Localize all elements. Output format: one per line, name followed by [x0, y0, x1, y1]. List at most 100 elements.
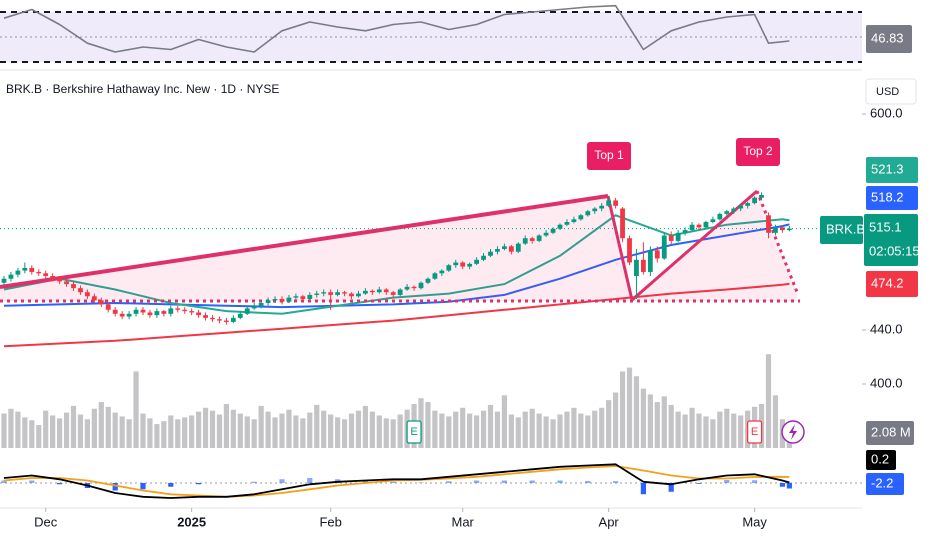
candle-body: [641, 259, 646, 272]
currency[interactable]: USD: [876, 86, 899, 98]
lightning-icon[interactable]: [781, 420, 805, 444]
candle-body: [759, 195, 764, 198]
volume-bar: [22, 417, 28, 448]
candle-body: [342, 292, 347, 294]
candle-body: [369, 290, 375, 293]
volume-bar: [265, 411, 271, 448]
candle-body: [140, 309, 146, 313]
volume-bar: [738, 415, 744, 448]
annotation: Top 1: [594, 148, 624, 162]
candle-body: [335, 292, 340, 295]
volume-bar: [112, 412, 118, 448]
volume-bar: [293, 415, 299, 448]
volume-bar: [175, 419, 181, 448]
candle-body: [467, 263, 473, 267]
volume-bar: [182, 417, 188, 448]
volume-bar: [613, 392, 619, 448]
candle-body: [210, 317, 215, 320]
volume-bar: [640, 388, 646, 448]
candle-body: [627, 238, 632, 263]
trend-line: [606, 189, 758, 303]
volume-bar: [585, 415, 591, 448]
pattern-drawing: [0, 189, 800, 303]
volume-bar: [91, 408, 97, 448]
candle-body: [286, 297, 292, 302]
price-badge: [866, 157, 918, 183]
volume-bar: [425, 402, 431, 448]
volume-bar: [272, 417, 278, 448]
candle-body: [78, 288, 83, 293]
volume-bar: [154, 424, 160, 448]
candle-body: [488, 251, 493, 256]
candle-body: [272, 298, 278, 301]
volume-bar: [43, 410, 49, 448]
candle-body: [57, 278, 62, 282]
volume-bar: [63, 412, 70, 448]
price-badge: [866, 186, 918, 210]
volume-bar: [362, 405, 368, 448]
histogram-bar: [585, 481, 591, 483]
candle-body: [147, 312, 153, 316]
annotations: Top 1 Top 2: [587, 138, 780, 170]
countdown: 02:05:15: [869, 243, 920, 258]
candle-body: [376, 289, 382, 293]
histogram-bar: [529, 480, 535, 483]
volume-bar: [133, 371, 139, 448]
histogram-bar: [307, 478, 313, 483]
candle-body: [203, 315, 208, 318]
candle-body: [613, 200, 618, 206]
candle-body: [717, 213, 723, 220]
candle-body: [98, 300, 104, 305]
histogram-bar: [474, 480, 480, 483]
volume-bar: [209, 410, 216, 448]
currency-box[interactable]: [865, 78, 917, 105]
price-badge-label: 521.3: [871, 161, 904, 176]
event-label: E: [410, 426, 417, 438]
price-badge-label: -2.2: [871, 475, 893, 490]
rsi-pane: [0, 4, 862, 63]
symbol-badge: [820, 216, 863, 244]
candle-body: [439, 270, 445, 274]
volume-bar: [84, 419, 90, 448]
candle-body: [383, 289, 389, 293]
candle-body: [15, 270, 21, 275]
candle-body: [599, 205, 605, 209]
y-tick-label: 600.0: [870, 105, 903, 120]
candle-body: [50, 276, 56, 279]
x-tick-label: 2025: [177, 514, 206, 529]
candle-body: [745, 203, 751, 206]
candle-body: [585, 211, 591, 216]
volume-bar: [432, 410, 438, 448]
x-tick-label: May: [742, 514, 767, 529]
candle-body: [606, 200, 612, 206]
volume-bar: [647, 394, 653, 448]
histogram-bar: [446, 481, 452, 483]
event-marker: [746, 420, 763, 444]
symbol-title: BRK.B · Berkshire Hathaway Inc. New · 1D…: [6, 82, 279, 96]
candle-body: [508, 246, 514, 252]
candle-body: [557, 224, 563, 229]
volume-bar: [550, 419, 556, 448]
candle-body: [189, 311, 195, 313]
candle-body: [738, 205, 744, 209]
histogram-bar: [168, 483, 174, 487]
candle-body: [154, 311, 160, 316]
candle-body: [536, 235, 542, 241]
candle-body: [592, 208, 598, 212]
candle-body: [112, 309, 118, 314]
histogram-bar: [1, 480, 7, 483]
volume-bar: [244, 416, 250, 448]
trend-line: [0, 194, 609, 289]
pattern-fill: [0, 191, 797, 301]
volume-bar: [119, 416, 125, 448]
candle-body: [661, 235, 667, 259]
volume-bar: [571, 407, 577, 448]
volume-bar: [599, 407, 605, 448]
volume-bar: [126, 419, 132, 448]
candle-body: [314, 293, 320, 295]
volume-bar: [355, 410, 362, 448]
price-badge-label: 46.83: [871, 30, 904, 45]
header-band: [0, 72, 862, 106]
